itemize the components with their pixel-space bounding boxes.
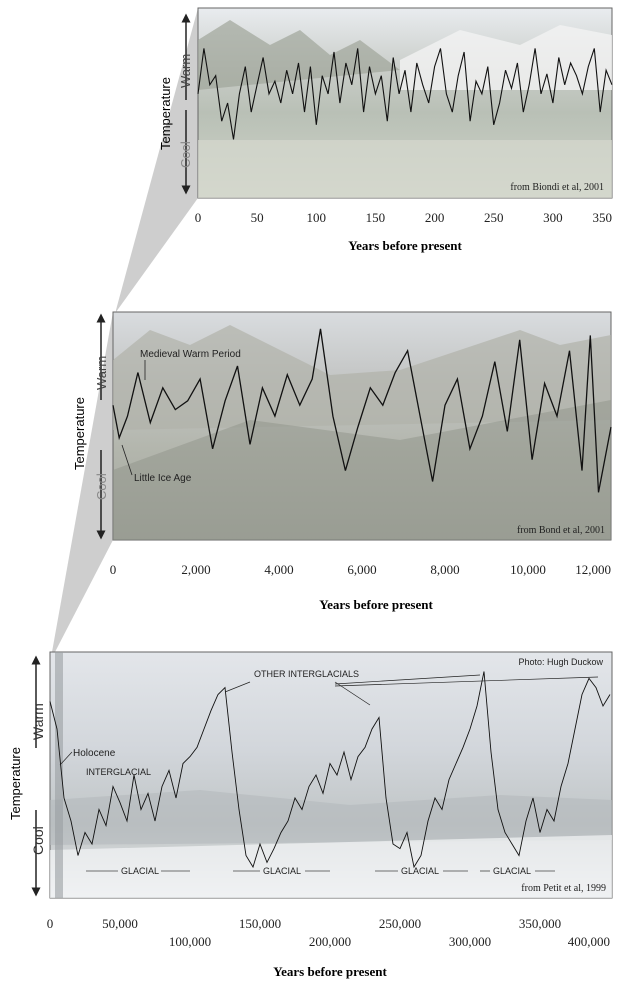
panel-3-holocene-band xyxy=(55,652,63,898)
chart-1-x-tick-label: 50 xyxy=(251,210,264,225)
chart-3-x-tick-label: 200,000 xyxy=(309,934,351,949)
chart-2-x-tick-label: 12,000 xyxy=(575,562,611,577)
chart-2-series-line xyxy=(112,328,612,493)
panel-2-photo-ridge xyxy=(113,325,611,430)
chart-1-series-line xyxy=(197,48,613,140)
chart-1-x-tick-label: 100 xyxy=(307,210,327,225)
zoom-connector-mid xyxy=(52,312,113,652)
chart-3-annotation-glacial-2: GLACIAL xyxy=(263,866,301,876)
panel-3-photo-snow xyxy=(50,835,612,898)
chart-2-x-tick-label: 10,000 xyxy=(510,562,546,577)
chart-3-annotation-interglacial: INTERGLACIAL xyxy=(86,767,151,777)
chart-3-glacial-label-4: GLACIAL xyxy=(480,866,555,876)
chart-3-glacial-label-2: GLACIAL xyxy=(233,866,330,876)
chart-3-source: from Petit et al, 1999 xyxy=(521,883,606,894)
chart-1-x-tick-label: 0 xyxy=(195,210,202,225)
panel-1-photo-trees xyxy=(198,20,400,90)
chart-3-glacial-label-1: GLACIAL xyxy=(86,866,190,876)
chart-3-interglacial-leader-1 xyxy=(224,681,251,693)
chart-3-glacial-label-3: GLACIAL xyxy=(375,866,468,876)
chart-2-x-tick-label: 8,000 xyxy=(430,562,459,577)
chart-2-warm-label: Warm xyxy=(94,356,109,390)
chart-3-series-line xyxy=(49,671,611,869)
chart-3-ylabel: Temperature xyxy=(8,747,23,820)
chart-2-annotation-little-ice-age: Little Ice Age xyxy=(134,473,192,484)
chart-1-warm-label: Warm xyxy=(178,54,193,88)
panel-3-photo-ice-band xyxy=(50,790,612,845)
panel-2-photo-slope xyxy=(113,400,611,540)
chart-3-x-tick-label: 400,000 xyxy=(568,934,610,949)
chart-1-x-tick-label: 300 xyxy=(543,210,563,225)
chart-3-x-tick-label: 50,000 xyxy=(102,916,138,931)
chart-1-ylabel: Temperature xyxy=(158,77,173,150)
chart-2-annotation-medieval: Medieval Warm Period xyxy=(140,349,241,360)
chart-3-x-tick-label: 350,000 xyxy=(519,916,561,931)
chart-3-x-tick-label: 150,000 xyxy=(239,916,281,931)
panel-1-photo-mountain xyxy=(400,25,612,90)
chart-3-annotation-holocene: Holocene xyxy=(73,748,116,759)
chart-1-cool-label: Cool xyxy=(178,141,193,168)
chart-3-cool-label: Cool xyxy=(30,826,46,855)
chart-1-x-tick-label: 150 xyxy=(366,210,386,225)
chart-3-annotation-glacial-1: GLACIAL xyxy=(121,866,159,876)
chart-1-x-tick-label: 250 xyxy=(484,210,504,225)
zoom-connector-top xyxy=(116,8,198,312)
chart-3-x-tick-label: 250,000 xyxy=(379,916,421,931)
chart-2-x-tick-label: 0 xyxy=(110,562,117,577)
panel-1: 0 50 100 150 200 250 300 350 from Biondi et al,… xyxy=(158,7,613,253)
chart-2-cool-label: Cool xyxy=(94,473,109,500)
panel-3: 0 50,000 100,000 150,000 200,000 250,000 300,0… xyxy=(8,651,613,979)
chart-3-x-tick-label: 100,000 xyxy=(169,934,211,949)
chart-3-x-tick-label: 300,000 xyxy=(449,934,491,949)
chart-3-interglacial-leader-4 xyxy=(334,676,599,687)
chart-1-source: from Biondi et al, 2001 xyxy=(510,182,604,193)
chart-2-ylabel: Temperature xyxy=(72,397,87,470)
chart-3-annotation-glacial-3: GLACIAL xyxy=(401,866,439,876)
chart-3-xlabel: Years before present xyxy=(273,964,387,979)
chart-3-credit: Photo: Hugh Duckow xyxy=(518,657,603,667)
chart-2-source: from Bond et al, 2001 xyxy=(517,525,605,536)
chart-2-x-tick-label: 4,000 xyxy=(264,562,293,577)
chart-2-annotation-little-ice-age-leader xyxy=(121,444,133,476)
chart-1-x-tick-label: 200 xyxy=(425,210,445,225)
panel-2: 0 2,000 4,000 6,000 8,000 10,000 12,000 Mediev… xyxy=(72,311,612,612)
chart-2-xlabel: Years before present xyxy=(319,597,433,612)
chart-3-interglacial-leader-3 xyxy=(334,674,481,685)
chart-3-annotation-glacial-4: GLACIAL xyxy=(493,866,531,876)
chart-2-x-tick-label: 2,000 xyxy=(181,562,210,577)
panel-1-photo-meadow xyxy=(198,140,612,198)
chart-1-x-tick-label: 350 xyxy=(593,210,613,225)
chart-3-x-tick-label: 0 xyxy=(47,916,54,931)
chart-1-xlabel: Years before present xyxy=(348,238,462,253)
chart-3-annotation-other-interglacials-text: OTHER INTERGLACIALS xyxy=(254,669,359,679)
chart-3-annotation-other-interglacials: OTHER INTERGLACIALS xyxy=(254,669,359,679)
chart-2-x-tick-label: 6,000 xyxy=(347,562,376,577)
chart-3-warm-label: Warm xyxy=(30,703,46,740)
chart-3-holocene-leader xyxy=(59,751,73,766)
